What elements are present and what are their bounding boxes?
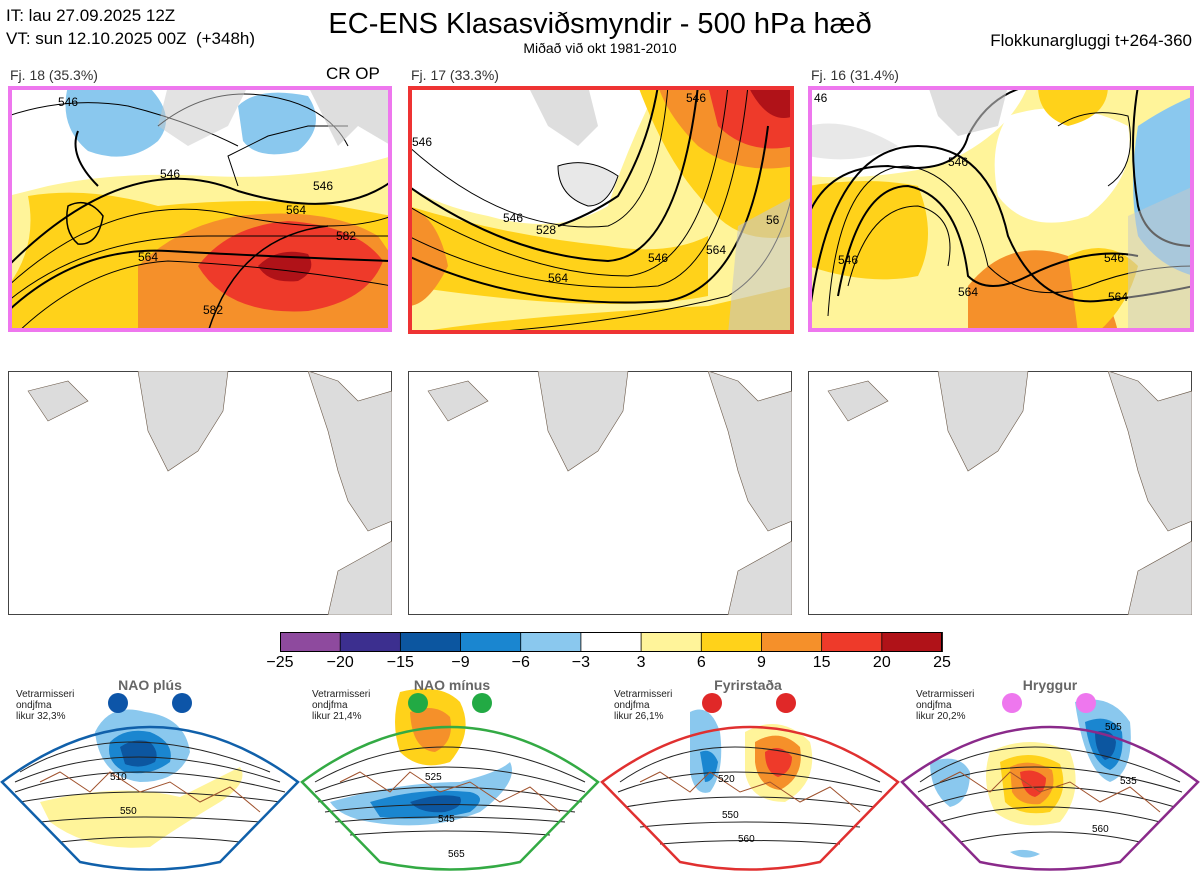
- contour-label: 565: [448, 849, 465, 860]
- contour-label: 525: [425, 772, 442, 783]
- blank-map-1: [8, 371, 392, 615]
- contour-label: 520: [718, 774, 735, 785]
- regime-maps: 510 550 525 545 565 520: [0, 688, 1200, 871]
- colorbar-tick-label: 25: [933, 654, 951, 671]
- contour-label: 560: [738, 834, 755, 845]
- regime-marker-dot: [408, 693, 428, 713]
- contour-label: 550: [120, 806, 137, 817]
- regime-ridge: 505 535 560: [900, 699, 1200, 871]
- contour-label: 546: [58, 95, 78, 109]
- contour-label: 564: [286, 203, 306, 217]
- regime-nao-minus: 525 545 565: [300, 688, 600, 871]
- colorbar-swatch: [399, 632, 462, 652]
- regime-marker-dot: [776, 693, 796, 713]
- cluster-window: Flokkunargluggi t+264-360: [990, 31, 1192, 50]
- contour-label: 546: [648, 251, 668, 265]
- cluster-3-label: Fj. 16 (31.4%): [811, 67, 899, 83]
- colorbar-tick-label: −25: [266, 654, 294, 671]
- contour-label: 546: [838, 253, 858, 267]
- regime-blocking: 520 550 560: [600, 709, 900, 871]
- contour-label: 564: [958, 285, 978, 299]
- contour-label: 564: [548, 271, 568, 285]
- colorbar-tick-label: 9: [757, 654, 766, 671]
- colorbar-tick-label: −15: [386, 654, 414, 671]
- contour-label: 564: [706, 243, 726, 257]
- contour-label: 535: [1120, 776, 1137, 787]
- regime-desc-ridge: Vetrarmisseri ondjfma likur 20,2%: [916, 689, 975, 722]
- colorbar-tick-label: 20: [872, 654, 891, 671]
- colorbar-swatch: [640, 632, 703, 652]
- regime-marker-dot: [472, 693, 492, 713]
- cluster-1-label: Fj. 18 (35.3%): [10, 67, 98, 83]
- cluster-map-1: 546 546 546 564 564 582 582: [8, 86, 392, 332]
- regime-marker-dot: [108, 693, 128, 713]
- colorbar-tick-label: −9: [451, 654, 470, 671]
- regime-title-nao-minus: NAO mínus: [413, 677, 491, 693]
- colorbar-swatch: [520, 632, 582, 652]
- contour-label: 528: [536, 223, 556, 237]
- regime-title-ridge: Hryggur: [1022, 677, 1078, 693]
- colorbar-tick-label: −3: [571, 654, 591, 671]
- blank-map-2: [408, 371, 792, 615]
- contour-label: 546: [412, 135, 432, 149]
- contour-label: 582: [336, 229, 356, 243]
- colorbar-swatch: [700, 632, 763, 652]
- regime-marker-dot: [172, 693, 192, 713]
- contour-label: 546: [1104, 251, 1124, 265]
- contour-label: 546: [948, 155, 968, 169]
- contour-label: 564: [1108, 290, 1128, 304]
- colorbar-swatch: [460, 632, 522, 652]
- contour-label: 510: [110, 772, 127, 783]
- regime-title-blocking: Fyrirstaða: [714, 677, 782, 693]
- contour-label: 545: [438, 814, 455, 825]
- contour-label: 546: [313, 179, 333, 193]
- colorbar-tick-label: 6: [696, 654, 706, 671]
- contour-label: 550: [722, 810, 739, 821]
- cluster-map-2: 546 546 528 546 564 564 546 56: [408, 86, 794, 334]
- contour-label: 564: [138, 250, 158, 264]
- contour-label: 46: [814, 91, 828, 105]
- init-time: IT: lau 27.09.2025 12Z VT: sun 12.10.202…: [6, 6, 256, 48]
- contour-label: 560: [1092, 824, 1109, 835]
- colorbar-swatch: [761, 632, 823, 652]
- regime-desc-blocking: Vetrarmisseri ondjfma likur 26,1%: [614, 689, 673, 722]
- contour-label: 582: [203, 303, 223, 317]
- contour-label: 546: [503, 211, 523, 225]
- page-title: EC-ENS Klasasviðsmyndir - 500 hPa hæð: [328, 8, 872, 40]
- regime-desc-nao-minus: Vetrarmisseri ondjfma likur 21,4%: [312, 689, 371, 722]
- cluster-1-tag: CR OP: [326, 64, 380, 83]
- contour-label: 546: [160, 167, 180, 181]
- regime-nao-plus: 510 550: [0, 709, 300, 871]
- colorbar-swatch: [280, 632, 342, 652]
- page-subtitle: Miðað við okt 1981-2010: [523, 40, 677, 56]
- cluster-2-label: Fj. 17 (33.3%): [411, 67, 499, 83]
- regime-desc-nao-plus: Vetrarmisseri ondjfma likur 32,3%: [16, 689, 75, 722]
- colorbar: [280, 632, 943, 652]
- blank-map-3: [808, 371, 1192, 615]
- contour-label: 546: [686, 91, 706, 105]
- colorbar-tick-label: 3: [636, 654, 646, 671]
- colorbar-swatch: [339, 632, 402, 652]
- regime-marker-dot: [702, 693, 722, 713]
- regime-title-nao-plus: NAO plús: [118, 677, 182, 693]
- regime-marker-dot: [1076, 693, 1096, 713]
- colorbar-swatch: [821, 632, 883, 652]
- colorbar-swatch: [881, 632, 943, 652]
- regime-marker-dot: [1002, 693, 1022, 713]
- colorbar-tick-label: −20: [326, 654, 354, 671]
- colorbar-tick-label: −6: [511, 654, 530, 671]
- contour-label: 56: [766, 213, 780, 227]
- colorbar-swatch: [580, 632, 642, 652]
- colorbar-tick-label: 15: [812, 654, 831, 671]
- cluster-map-3: 46 546 546 546 564 564: [808, 86, 1194, 332]
- contour-label: 505: [1105, 722, 1122, 733]
